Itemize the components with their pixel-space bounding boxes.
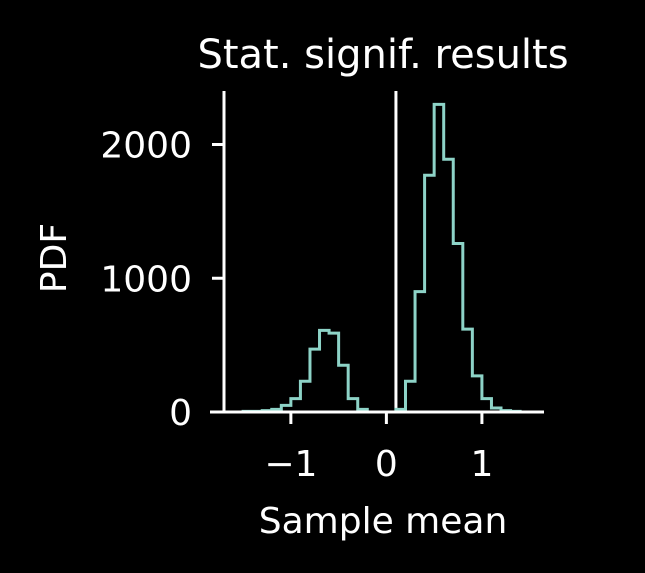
x-axis-ticks: −1 0 1 [264, 412, 493, 485]
x-tick-label: 1 [470, 444, 493, 485]
x-tick-label: −1 [264, 444, 317, 485]
y-axis-ticks: 0 1000 2000 [100, 126, 224, 434]
x-tick-label: 0 [375, 444, 398, 485]
x-axis-label: Sample mean [259, 501, 508, 542]
chart-title: Stat. signif. results [197, 32, 568, 78]
y-axis-label: PDF [34, 223, 75, 293]
y-tick-label: 0 [169, 393, 192, 434]
y-tick-label: 2000 [100, 126, 192, 167]
y-tick-label: 1000 [100, 259, 192, 300]
